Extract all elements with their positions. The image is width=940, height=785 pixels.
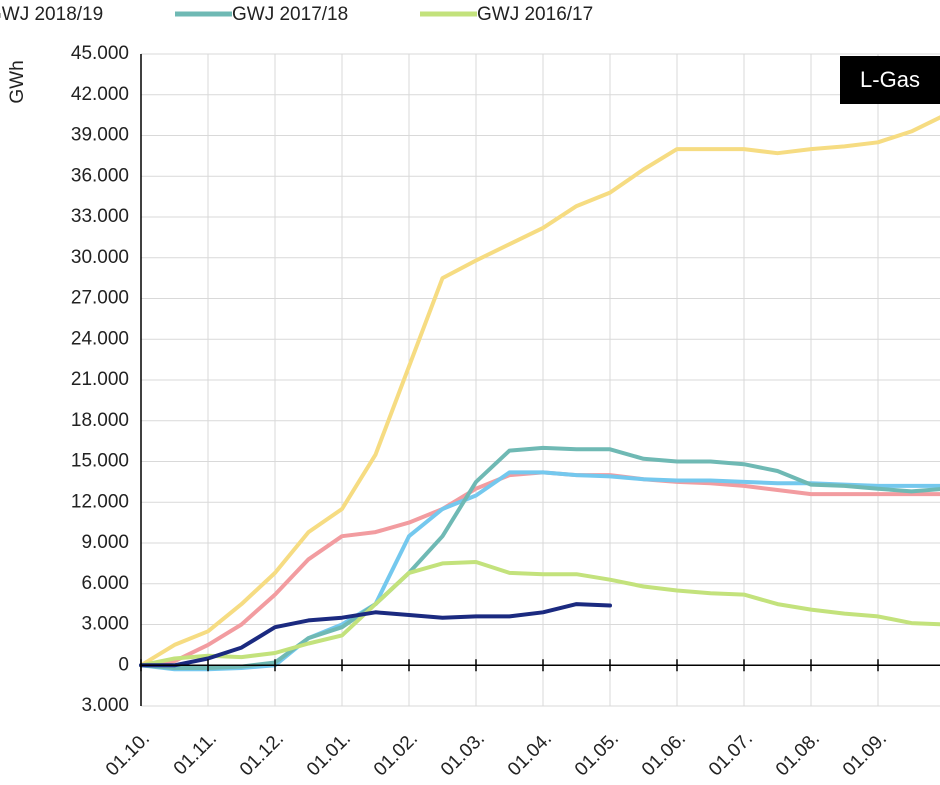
series-line: [139, 560, 940, 668]
x-tick-label: 01.06.: [638, 728, 690, 780]
x-tick-label: 01.04.: [504, 728, 556, 780]
y-tick-label: 36.000: [71, 165, 129, 186]
x-tick-label: 01.07.: [705, 728, 757, 780]
legend-label: GWJ 2018/19: [0, 4, 103, 25]
y-tick-label: 3.000: [81, 614, 129, 635]
y-tick-label: 27.000: [71, 288, 129, 309]
labels: 3.000 0 3.000 6.000 9.000 12.000 15.000 18.000 2…: [0, 4, 940, 780]
x-tick-label: 01.08.: [772, 728, 824, 780]
x-tick-label: 01.09.: [839, 728, 891, 780]
x-tick-label: 01.10.: [102, 728, 154, 780]
y-tick-label: 21.000: [71, 369, 129, 390]
x-tick-label: 01.11.: [170, 728, 221, 779]
annotation: L-Gas: [860, 67, 920, 92]
legend-label: GWJ 2017/18: [232, 4, 348, 25]
y-tick-label: 12.000: [71, 491, 129, 512]
y-tick-label: 33.000: [71, 206, 129, 227]
series-line: [139, 602, 612, 668]
lines: [139, 115, 940, 672]
legend-label: GWJ 2016/17: [477, 4, 593, 25]
y-tick-label: 0: [118, 654, 129, 675]
y-tick-label: 45.000: [71, 43, 129, 64]
y-tick-label: 18.000: [71, 410, 129, 431]
y-tick-label: 39.000: [71, 125, 129, 146]
y-tick-label: 9.000: [81, 532, 129, 553]
x-tick-label: 01.05.: [571, 728, 623, 780]
annotation-box: [840, 56, 940, 104]
x-tick-label: 01.12.: [236, 728, 288, 780]
x-tick-label: 01.02.: [370, 728, 422, 780]
y-tick-label: 24.000: [71, 328, 129, 349]
x-tick-label: 01.03.: [437, 728, 489, 780]
y-tick-label: 42.000: [71, 84, 129, 105]
series-line: [139, 115, 940, 668]
y-axis-label: GWh: [7, 60, 28, 103]
x-tick-label: 01.01.: [303, 728, 355, 780]
y-tick-label: 15.000: [71, 451, 129, 472]
y-tick-label: 30.000: [71, 247, 129, 268]
y-tick-label: 6.000: [81, 573, 129, 594]
y-tick-label: 3.000: [81, 695, 129, 716]
